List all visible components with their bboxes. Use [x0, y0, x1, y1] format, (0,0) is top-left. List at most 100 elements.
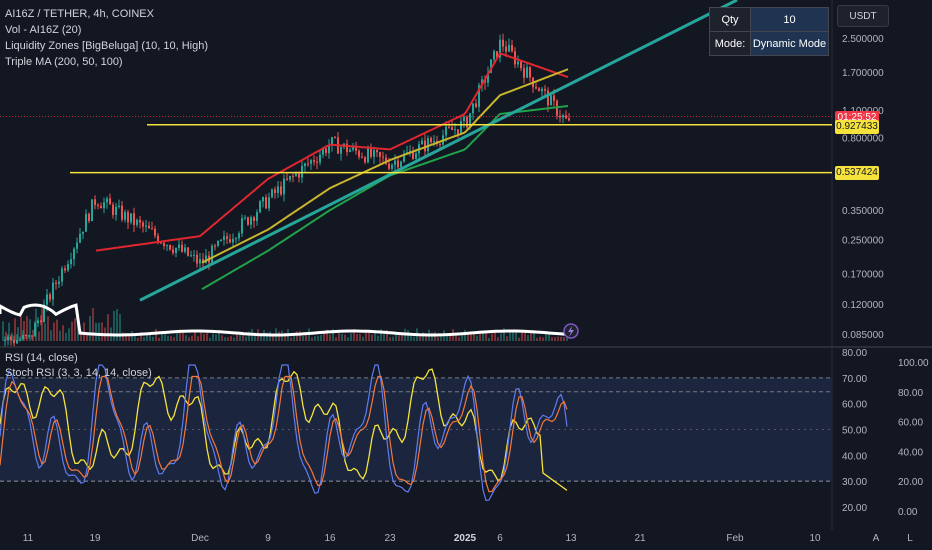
candle-body — [238, 233, 240, 239]
candle-body — [472, 103, 474, 114]
price-tick-label: 0.250000 — [842, 236, 884, 247]
volume-bar — [566, 334, 568, 341]
candle-body — [382, 156, 384, 158]
volume-bar — [476, 335, 478, 341]
volume-bar — [431, 332, 433, 341]
volume-bar — [344, 334, 346, 341]
volume-bar — [74, 318, 76, 341]
candle-body — [235, 238, 237, 240]
volume-bar — [485, 333, 487, 341]
currency-selector[interactable]: USDT — [837, 5, 889, 27]
candle-body — [319, 154, 321, 163]
auto-scale-button[interactable]: A — [873, 533, 880, 544]
ma-50-line — [95, 52, 569, 252]
time-tick-label: 6 — [497, 533, 503, 544]
candle-body — [283, 178, 285, 195]
candle-body — [346, 143, 348, 152]
candle-body — [241, 218, 243, 234]
volume-bar — [161, 330, 163, 341]
candle-body — [4, 339, 6, 341]
candle-body — [211, 245, 213, 263]
legend-stoch[interactable]: Stoch RSI (3, 3, 14, 14, close) — [5, 367, 152, 379]
candle-body — [148, 225, 150, 229]
candle-body — [70, 259, 72, 265]
volume-bar — [125, 334, 127, 341]
candle-body — [361, 156, 363, 158]
candle-body — [85, 213, 87, 232]
price-tick-label: 1.700000 — [842, 68, 884, 79]
candle-body — [412, 150, 414, 159]
candle-body — [184, 247, 186, 252]
volume-bar — [389, 337, 391, 341]
volume-bar — [83, 322, 85, 341]
legend-symbol[interactable]: AI16Z / TETHER, 4h, COINEX — [5, 8, 154, 20]
volume-bar — [461, 334, 463, 341]
ma-200-line — [201, 105, 569, 291]
candle-body — [364, 157, 366, 163]
candle-body — [355, 146, 357, 151]
candle-body — [55, 282, 57, 284]
legend-ma[interactable]: Triple MA (200, 50, 100) — [5, 56, 123, 68]
candle-body — [205, 255, 207, 264]
log-scale-button[interactable]: L — [907, 533, 913, 544]
candle-body — [22, 335, 24, 340]
candle-body — [463, 116, 465, 122]
volume-bar — [284, 332, 286, 341]
volume-bar — [314, 336, 316, 341]
volume-bar — [395, 332, 397, 341]
candle-body — [58, 281, 60, 284]
volume-bar — [194, 330, 196, 341]
volume-bar — [260, 333, 262, 341]
time-tick-label: 21 — [634, 533, 646, 544]
candle-body — [511, 44, 513, 52]
candle-body — [427, 138, 429, 152]
candle-body — [352, 146, 354, 150]
volume-bar — [560, 336, 562, 341]
price-candles — [4, 33, 570, 347]
volume-bar — [89, 315, 91, 341]
volume-bar — [203, 333, 205, 341]
qty-value[interactable]: 10 — [750, 8, 828, 31]
candle-body — [340, 147, 342, 154]
legend-volume[interactable]: Vol - AI16Z (20) — [5, 24, 82, 36]
volume-bar — [554, 337, 556, 341]
volume-bar — [218, 330, 220, 341]
candle-body — [439, 144, 441, 146]
volume-bar — [98, 322, 100, 341]
legend-rsi[interactable]: RSI (14, close) — [5, 352, 78, 364]
candle-body — [43, 304, 45, 323]
candle-body — [193, 254, 195, 256]
volume-bar — [539, 336, 541, 341]
time-tick-label: 10 — [809, 533, 821, 544]
volume-bar — [557, 336, 559, 341]
price-tag-level-low: 0.537424 — [835, 166, 879, 180]
volume-bar — [488, 337, 490, 341]
candle-body — [109, 198, 111, 205]
rsi-tick-label: 60.00 — [842, 400, 867, 411]
candle-body — [46, 294, 48, 305]
volume-bar — [533, 331, 535, 341]
candle-body — [301, 165, 303, 178]
volume-bar — [197, 336, 199, 341]
candle-body — [469, 113, 471, 128]
legend-liquidity[interactable]: Liquidity Zones [BigBeluga] (10, 10, Hig… — [5, 40, 209, 52]
candle-body — [190, 255, 192, 257]
volume-bar — [248, 331, 250, 341]
candle-body — [217, 240, 219, 246]
candle-body — [79, 233, 81, 243]
time-tick-label: 19 — [89, 533, 101, 544]
volume-bar — [65, 332, 67, 341]
candle-body — [124, 211, 126, 220]
candle-body — [487, 72, 489, 83]
candle-body — [493, 51, 495, 60]
candle-body — [247, 217, 249, 225]
candle-body — [10, 336, 12, 340]
mode-value[interactable]: Dynamic Mode — [750, 32, 828, 55]
candle-body — [226, 236, 228, 240]
lightning-marker[interactable] — [563, 323, 579, 339]
candle-body — [181, 244, 183, 252]
candle-body — [139, 219, 141, 223]
candle-body — [565, 115, 567, 119]
volume-bar — [467, 332, 469, 341]
